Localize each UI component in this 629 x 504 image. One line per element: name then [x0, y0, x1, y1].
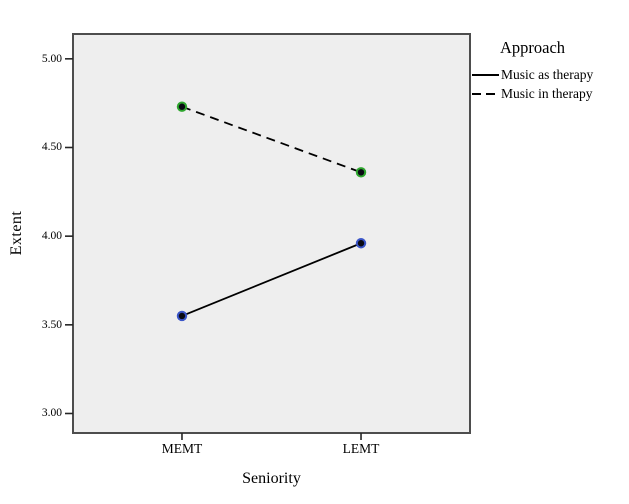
x-axis-title: Seniority [242, 470, 301, 487]
legend-item: Music as therapy [472, 65, 628, 84]
legend-title: Approach [500, 38, 566, 57]
data-point [178, 312, 186, 320]
data-point [357, 240, 365, 247]
y-tick-label: 3.50 [41, 318, 62, 331]
legend-line-sample-dashed [472, 92, 499, 95]
y-tick-label: 4.50 [41, 141, 62, 154]
plot-panel [72, 33, 471, 434]
y-tick-label: 4.00 [41, 230, 62, 243]
data-point [178, 103, 186, 110]
legend-line-sample-solid [472, 73, 499, 76]
legend-item-label: Music as therapy [501, 66, 594, 82]
x-tick-label: LEMT [342, 441, 380, 456]
y-tick-label: 3.00 [41, 407, 62, 420]
series-line [181, 242, 362, 317]
data-point [357, 169, 365, 176]
legend-item: Music in therapy [472, 84, 628, 103]
x-tick-label: MEMT [161, 441, 203, 456]
series-line [181, 105, 362, 174]
y-tick-label: 5.00 [41, 52, 62, 65]
legend-items: Music as therapy Music in therapy [472, 65, 628, 103]
legend: Approach Music as therapy Music in therap… [472, 38, 628, 103]
legend-item-label: Music in therapy [501, 85, 593, 101]
y-axis-title: Extent [8, 210, 25, 256]
